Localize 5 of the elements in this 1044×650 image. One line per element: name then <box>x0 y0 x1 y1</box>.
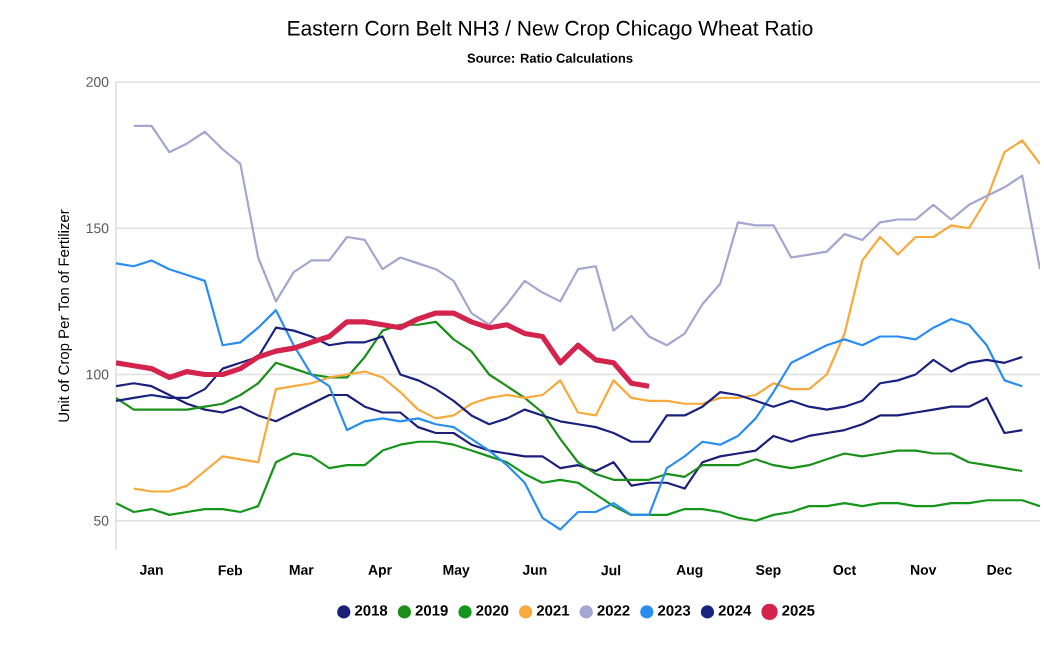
line-series <box>132 124 1041 347</box>
line-series <box>116 259 1024 531</box>
chart-title: Eastern Corn Belt NH3 / New Crop Chicago Wheat Ratio <box>288 20 813 40</box>
line-series <box>132 139 1041 493</box>
line-series <box>116 310 652 389</box>
